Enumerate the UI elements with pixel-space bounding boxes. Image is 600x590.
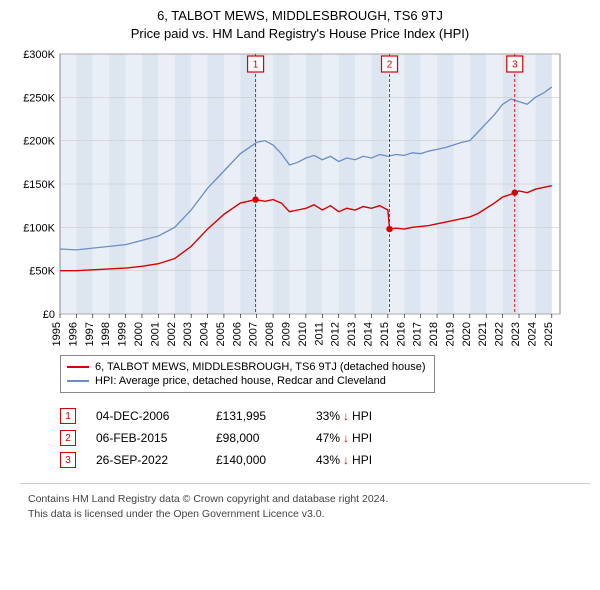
svg-text:£100K: £100K — [23, 222, 55, 234]
svg-text:1995: 1995 — [51, 322, 63, 346]
svg-text:£50K: £50K — [29, 266, 55, 278]
down-arrow-icon: ↓ — [343, 431, 349, 445]
svg-text:2018: 2018 — [428, 322, 440, 346]
svg-text:2006: 2006 — [231, 322, 243, 346]
copyright-line1: Contains HM Land Registry data © Crown c… — [28, 492, 582, 507]
sales-table: 1 04-DEC-2006 £131,995 33%↓HPI 2 06-FEB-2015 £… — [60, 405, 590, 471]
svg-text:1999: 1999 — [117, 322, 129, 346]
copyright-notice: Contains HM Land Registry data © Crown c… — [20, 483, 590, 529]
legend: 6, TALBOT MEWS, MIDDLESBROUGH, TS6 9TJ (… — [60, 355, 435, 393]
sale-diff: 47%↓HPI — [316, 431, 372, 445]
chart-title: 6, TALBOT MEWS, MIDDLESBROUGH, TS6 9TJ — [10, 8, 590, 23]
sale-marker-box: 1 — [60, 408, 76, 424]
svg-text:1998: 1998 — [100, 322, 112, 346]
svg-text:2012: 2012 — [330, 322, 342, 346]
sale-price: £140,000 — [216, 453, 296, 467]
down-arrow-icon: ↓ — [343, 453, 349, 467]
line-chart-svg: £0 £50K £100K £150K £200K £250K £300K 1995 1996 1… — [10, 49, 570, 349]
svg-text:£300K: £300K — [23, 49, 55, 61]
svg-text:2: 2 — [387, 60, 393, 71]
legend-item: HPI: Average price, detached house, Redc… — [67, 374, 426, 388]
svg-text:2019: 2019 — [444, 322, 456, 346]
svg-text:2009: 2009 — [281, 322, 293, 346]
chart-subtitle: Price paid vs. HM Land Registry's House … — [10, 26, 590, 41]
svg-text:2011: 2011 — [313, 322, 325, 346]
svg-text:2000: 2000 — [133, 322, 145, 346]
sale-row: 2 06-FEB-2015 £98,000 47%↓HPI — [60, 427, 590, 449]
svg-text:2008: 2008 — [264, 322, 276, 346]
svg-text:£150K: £150K — [23, 179, 55, 191]
legend-label: HPI: Average price, detached house, Redc… — [95, 375, 386, 387]
sale-marker-box: 2 — [60, 430, 76, 446]
svg-text:2013: 2013 — [346, 322, 358, 346]
svg-text:2003: 2003 — [182, 322, 194, 346]
svg-text:2022: 2022 — [494, 322, 506, 346]
svg-text:2014: 2014 — [362, 322, 374, 346]
svg-text:£250K: £250K — [23, 92, 55, 104]
svg-text:2016: 2016 — [395, 322, 407, 346]
svg-text:2007: 2007 — [248, 322, 260, 346]
chart-container: 6, TALBOT MEWS, MIDDLESBROUGH, TS6 9TJ P… — [0, 0, 600, 537]
sale-price: £98,000 — [216, 431, 296, 445]
svg-text:2005: 2005 — [215, 322, 227, 346]
svg-text:2010: 2010 — [297, 322, 309, 346]
down-arrow-icon: ↓ — [343, 409, 349, 423]
sale-row: 3 26-SEP-2022 £140,000 43%↓HPI — [60, 449, 590, 471]
copyright-line2: This data is licensed under the Open Gov… — [28, 507, 582, 522]
svg-text:2021: 2021 — [477, 322, 489, 346]
svg-text:2020: 2020 — [461, 322, 473, 346]
svg-text:1: 1 — [253, 60, 259, 71]
svg-text:1997: 1997 — [84, 322, 96, 346]
sale-date: 04-DEC-2006 — [96, 409, 196, 423]
svg-text:2015: 2015 — [379, 322, 391, 346]
legend-label: 6, TALBOT MEWS, MIDDLESBROUGH, TS6 9TJ (… — [95, 361, 426, 373]
sale-diff: 33%↓HPI — [316, 409, 372, 423]
chart-plot: £0 £50K £100K £150K £200K £250K £300K 1995 1996 1… — [10, 49, 590, 349]
svg-text:£0: £0 — [43, 309, 55, 321]
sale-row: 1 04-DEC-2006 £131,995 33%↓HPI — [60, 405, 590, 427]
sale-diff: 43%↓HPI — [316, 453, 372, 467]
svg-text:3: 3 — [512, 60, 518, 71]
sale-marker-box: 3 — [60, 452, 76, 468]
svg-text:2025: 2025 — [543, 322, 555, 346]
legend-item: 6, TALBOT MEWS, MIDDLESBROUGH, TS6 9TJ (… — [67, 360, 426, 374]
svg-text:2004: 2004 — [199, 322, 211, 346]
sale-date: 06-FEB-2015 — [96, 431, 196, 445]
svg-text:1996: 1996 — [67, 322, 79, 346]
svg-text:£200K: £200K — [23, 136, 55, 148]
svg-text:2002: 2002 — [166, 322, 178, 346]
legend-swatch — [67, 366, 89, 368]
sale-date: 26-SEP-2022 — [96, 453, 196, 467]
legend-swatch — [67, 380, 89, 382]
svg-text:2023: 2023 — [510, 322, 522, 346]
sale-price: £131,995 — [216, 409, 296, 423]
svg-text:2017: 2017 — [412, 322, 424, 346]
svg-text:2024: 2024 — [526, 322, 538, 346]
svg-text:2001: 2001 — [149, 322, 161, 346]
